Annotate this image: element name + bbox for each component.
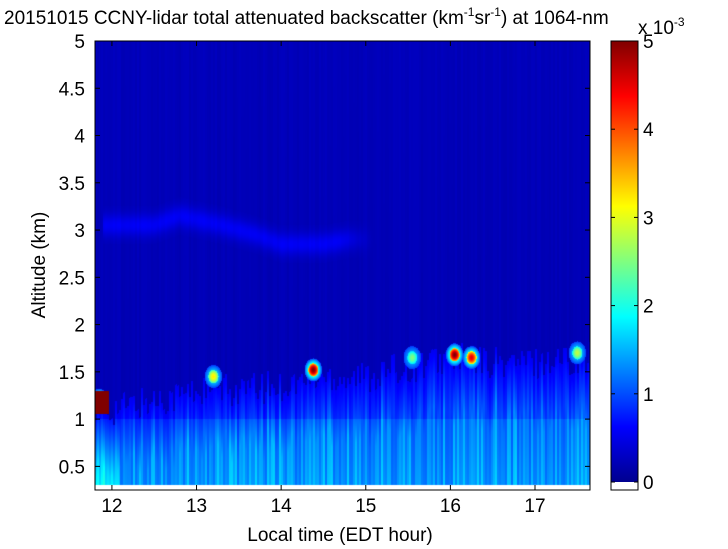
colorbar-exponent: x 10-3 (638, 15, 685, 39)
plot-frame (94, 40, 591, 491)
y-tick-label: 2 (74, 316, 85, 337)
y-tick-label: 5 (74, 32, 85, 53)
colorbar-tick-label: 3 (643, 208, 654, 229)
colorbar-ticks: 0 1 2 3 4 5 (611, 32, 654, 494)
backscatter-heatmap (95, 41, 590, 490)
heatmap-container (95, 41, 590, 490)
x-tick-label: 13 (186, 496, 207, 517)
x-tick-label: 12 (101, 496, 122, 517)
title-suffix: ) at 1064-nm (501, 8, 609, 29)
colorbar-nodata-band (611, 482, 638, 490)
y-axis: 0.5 1 1.5 2 2.5 3 3.5 4 4.5 5 (59, 32, 590, 478)
colorbar-exponent-power: -3 (674, 15, 685, 29)
x-axis: 12 13 14 15 16 17 (101, 41, 546, 517)
colorbar-tick-label: 2 (643, 297, 654, 318)
colorbar-exponent-base: x 10 (638, 18, 674, 39)
y-tick-label: 1 (74, 410, 85, 431)
y-tick-label: 3.5 (59, 174, 85, 195)
colorbar-tick-label: 1 (643, 385, 654, 406)
x-tick-label: 17 (524, 496, 545, 517)
colorbar-ramp (611, 41, 638, 482)
y-tick-label: 3 (74, 221, 85, 242)
title-mid: sr (474, 8, 491, 29)
y-tick-label: 4.5 (59, 79, 85, 100)
y-tick-label: 4 (74, 127, 85, 148)
x-axis-label: Local time (EDT hour) (247, 525, 433, 546)
plot-area: 12 13 14 15 16 17 0.5 1 1.5 2 2.5 3 3.5 4 4.5 5 (59, 32, 591, 517)
chart-title: 20151015 CCNY-lidar total attenuated bac… (4, 5, 609, 29)
colorbar-tick-label: 5 (643, 32, 654, 53)
x-tick-label: 15 (355, 496, 376, 517)
x-tick-label: 14 (271, 496, 293, 517)
x-tick-label: 16 (440, 496, 461, 517)
y-tick-label: 0.5 (59, 457, 85, 478)
y-axis-label: Altitude (km) (29, 212, 50, 319)
title-prefix: 20151015 CCNY-lidar total attenuated bac… (4, 8, 464, 29)
colorbar-frame (610, 40, 639, 491)
colorbar: 0 1 2 3 4 5 x 10-3 (610, 15, 685, 494)
colorbar-tick-label: 4 (643, 120, 654, 141)
colorbar-tick-label: 0 (643, 473, 654, 494)
title-sup-1: -1 (464, 5, 475, 19)
title-sup-2: -1 (490, 5, 501, 19)
y-tick-label: 1.5 (59, 363, 85, 384)
y-tick-label: 2.5 (59, 268, 85, 289)
